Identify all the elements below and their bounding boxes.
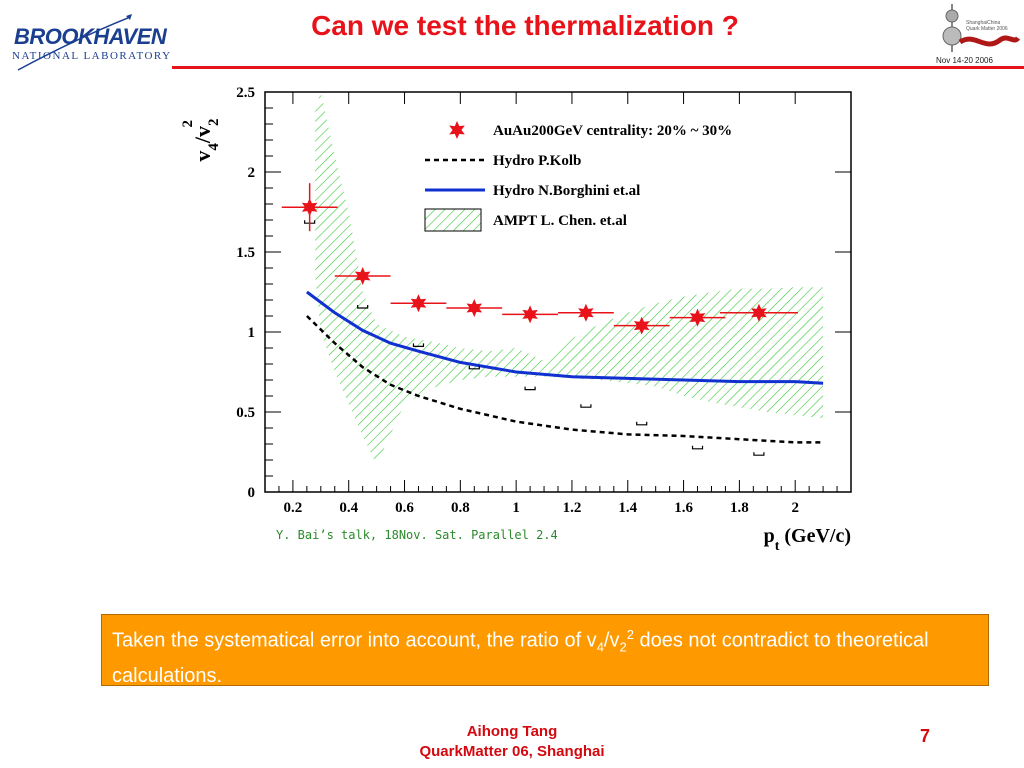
conclusion-sup-2: 2: [626, 627, 634, 642]
legend-entry: AMPT L. Chen. et.al: [424, 208, 627, 232]
data-point: [719, 303, 798, 322]
x-axis-label: pt (GeV/c): [764, 525, 851, 554]
slide-title: Can we test the thermalization ?: [311, 10, 739, 41]
data-point: [558, 303, 614, 322]
data-point: [669, 308, 726, 327]
footer-author: Aihong Tang: [466, 723, 558, 740]
systematic-bracket: [412, 343, 425, 347]
title-divider: [172, 66, 1024, 69]
star-marker: [466, 299, 483, 317]
y-axis-label: v4/v22: [180, 118, 222, 161]
legend-label: AuAu200GeV centrality: 20% ~ 30%: [493, 123, 732, 139]
star-marker: [410, 294, 427, 313]
x-tick-label: 2: [791, 500, 799, 516]
x-tick-label: 1.8: [730, 500, 749, 516]
x-tick-label: 1.4: [618, 500, 637, 516]
star-marker: [301, 198, 318, 217]
x-tick-label: 1: [512, 500, 520, 516]
legend-label: AMPT L. Chen. et.al: [493, 213, 627, 229]
ampt-band: [315, 92, 824, 465]
systematic-bracket: [636, 421, 648, 426]
x-tick-label: 1.2: [563, 500, 582, 516]
page-number: 7: [920, 726, 931, 746]
data-point: [281, 183, 338, 232]
y-tick-label: 0: [248, 485, 256, 501]
conclusion-text-part: Taken the systematical error into accoun…: [112, 629, 597, 652]
quarkmatter-date: Nov 14-20 2006: [936, 56, 993, 65]
systematic-bracket: [357, 305, 369, 309]
star-marker: [751, 303, 767, 322]
bracket-shape: [753, 452, 765, 456]
bnl-logo-text: BROOKHAVEN: [14, 24, 167, 49]
bracket-shape: [636, 421, 648, 426]
star-marker: [522, 305, 538, 324]
bracket-shape: [412, 343, 425, 347]
bracket-shape: [691, 445, 704, 450]
conclusion-slash: /v: [603, 629, 620, 652]
bracket-shape: [580, 404, 592, 408]
y-tick-label: 0.5: [236, 405, 255, 421]
y-tick-label: 2.5: [236, 85, 255, 101]
bracket-shape: [468, 365, 480, 370]
ratio-plot: 0.2 0.4 0.6 0.8 1 1.2 1.4 1.6 1.8 2 0 0.5 1 1.5 2 2.5 A…: [180, 85, 852, 554]
conclusion-box: Taken the systematical error into accoun…: [101, 614, 989, 687]
systematic-bracket: [691, 445, 704, 450]
star-marker: [354, 267, 371, 285]
bracket-shape: [357, 305, 369, 309]
svg-text:ShanghaiChina: ShanghaiChina: [966, 20, 1000, 26]
source-credit: Y. Bai’s talk, 18Nov. Sat. Parallel 2.4: [276, 528, 558, 542]
data-point: [334, 267, 391, 285]
legend-entry: Hydro N.Borghini et.al: [425, 183, 640, 199]
x-tick-label: 0.8: [451, 500, 470, 516]
y-tick-label: 1.5: [236, 245, 255, 261]
brookhaven-logo: BROOKHAVEN NATIONAL LABORATORY: [8, 14, 178, 74]
star-marker: [578, 303, 594, 322]
legend-label: Hydro P.Kolb: [493, 153, 581, 169]
quarkmatter-logo: ShanghaiChina Quark Matter 2006 Nov 14-2…: [930, 2, 1021, 72]
systematic-bracket: [753, 452, 765, 456]
x-tick-label: 0.2: [284, 500, 303, 516]
hydro-borghini-line: [306, 290, 824, 385]
footer: Aihong Tang QuarkMatter 06, Shanghai: [300, 722, 724, 762]
legend-entry: Hydro P.Kolb: [425, 153, 581, 169]
svg-text:Quark Matter 2006: Quark Matter 2006: [966, 26, 1008, 32]
conclusion-sub-2: 2: [619, 639, 627, 655]
data-point: [613, 316, 670, 335]
systematic-bracket: [524, 386, 536, 391]
legend-label: Hydro N.Borghini et.al: [493, 183, 640, 199]
y-tick-label: 1: [248, 325, 256, 341]
x-tick-label: 0.6: [395, 500, 414, 516]
quarkmatter-tower-icon: ShanghaiChina Quark Matter 2006: [942, 4, 1021, 52]
legend-entry: AuAu200GeV centrality: 20% ~ 30%: [449, 121, 732, 139]
star-marker: [689, 308, 706, 327]
x-tick-label: 0.4: [339, 500, 358, 516]
data-point: [502, 305, 558, 324]
conclusion-sub-4: 4: [596, 639, 604, 655]
bnl-logo-subtext: NATIONAL LABORATORY: [12, 50, 172, 62]
star-marker: [633, 316, 650, 335]
legend-star-marker: [449, 121, 465, 139]
y-tick-label: 2: [248, 165, 256, 181]
x-tick-label: 1.6: [674, 500, 693, 516]
data-point: [446, 299, 503, 317]
hydro-kolb-line: [306, 315, 824, 444]
bracket-shape: [524, 386, 536, 391]
systematic-bracket: [468, 365, 480, 370]
footer-conference: QuarkMatter 06, Shanghai: [419, 743, 605, 760]
conclusion-text-end: does not contradict to theoretical calcu…: [112, 629, 929, 687]
legend-hatch-swatch: [424, 208, 482, 232]
data-point: [390, 294, 447, 313]
systematic-bracket: [580, 404, 592, 408]
brookhaven-swoosh-icon: [17, 14, 132, 71]
